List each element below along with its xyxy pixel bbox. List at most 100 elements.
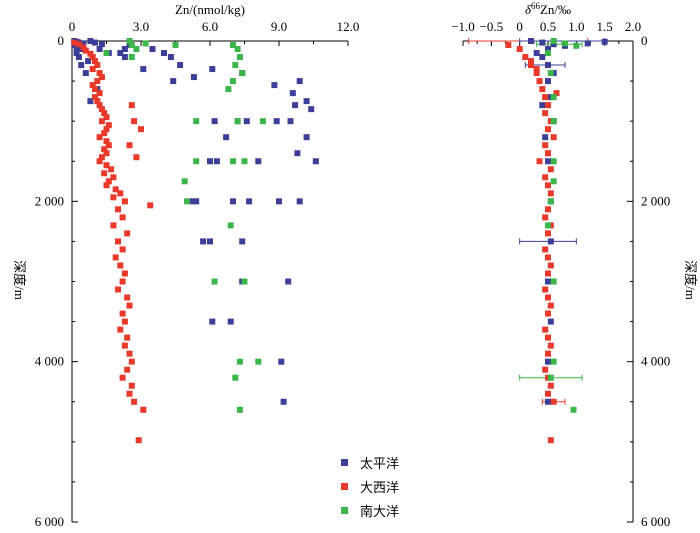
p1-point-atlantic [96,134,103,141]
p1-point-atlantic [119,310,126,317]
p2-point-southern [550,278,557,285]
p2-y-tick-label: 6 000 [641,514,670,529]
p2-point-atlantic [545,150,551,157]
p1-point-southern [227,222,234,229]
p1-point-pacific [161,50,167,57]
p1-point-atlantic [87,50,94,57]
p2-point-atlantic [522,54,529,61]
p1-point-atlantic [126,390,133,397]
p1-point-pacific [292,102,299,109]
p1-point-atlantic [92,94,98,101]
p1-point-pacific [121,54,128,61]
p2-x-tick-label: 1.0 [568,19,584,34]
p1-point-southern [128,42,135,49]
p2-x-tick-label: 0.5 [540,19,556,34]
p1-point-pacific [170,78,177,85]
p1-point-atlantic [119,374,126,381]
p1-point-southern [232,374,239,381]
p1-point-southern [193,158,200,165]
p2-point-pacific [601,38,608,45]
p1-point-atlantic [82,47,89,54]
p1-point-atlantic [121,198,128,205]
p2-point-atlantic [547,382,554,389]
p1-point-atlantic [124,334,131,341]
p2-point-southern [550,158,557,165]
p2-point-atlantic [547,302,554,309]
p2-point-southern [570,406,577,413]
p1-point-southern [211,278,218,285]
p2-point-southern [545,222,551,229]
p2-point-southern [550,118,557,125]
p1-point-pacific [85,58,92,65]
p1-point-southern [241,278,248,285]
p1-point-pacific [303,98,310,105]
p1-point-atlantic [94,62,101,69]
legend-marker-pacific [341,459,348,466]
p1-point-pacific [73,50,80,57]
p1-point-atlantic [94,98,101,105]
p2-point-atlantic [547,190,554,197]
p1-point-atlantic [119,214,126,221]
p1-point-atlantic [110,222,117,229]
p1-point-atlantic [103,114,110,121]
p1-point-pacific [280,398,287,405]
p2-point-southern [562,40,568,47]
p1-point-pacific [308,106,315,113]
p2-x-tick-label: −1.0 [451,19,475,34]
p2-point-atlantic [516,46,523,53]
p2-point-atlantic [545,350,551,357]
p2-point-southern [550,358,557,365]
p2-point-atlantic [545,206,551,213]
p1-point-atlantic [124,230,131,237]
p2-point-atlantic [547,262,554,269]
p1-point-atlantic [117,190,124,197]
p1-point-atlantic [103,150,110,157]
p1-point-pacific [223,134,230,141]
p1-y-tick-label: 6 000 [35,514,64,529]
p1-point-pacific [149,46,156,53]
p1-point-atlantic [131,398,138,405]
p1-point-atlantic [96,90,103,97]
p1-x-tick-label: 6.0 [202,19,218,34]
p2-y-tick-label: 2 000 [641,193,670,208]
p2-point-atlantic [542,142,549,149]
p1-point-pacific [190,74,197,81]
p1-point-pacific [278,358,285,365]
p1-point-southern [225,86,232,93]
p2-point-pacific [545,358,551,365]
p1-data-points [71,38,319,444]
p1-point-southern [128,54,135,61]
p1-point-southern [193,118,200,125]
p1-point-atlantic [140,406,147,413]
p1-point-pacific [255,158,262,165]
p1-point-pacific [98,41,105,48]
p2-x-tick-label: 0 [516,19,523,34]
p2-x-tick-label: 1.5 [597,19,613,34]
p1-point-atlantic [110,194,117,201]
p2-point-atlantic [542,174,549,181]
p1-point-pacific [246,198,253,205]
p1-point-southern [172,42,179,49]
p1-point-southern [259,118,266,125]
p2-point-pacific [545,398,551,405]
p1-point-pacific [78,62,85,69]
p2-point-southern [550,38,557,44]
p2-point-pacific [528,38,534,44]
p1-point-atlantic [96,102,103,109]
p2-point-atlantic [542,366,549,373]
p2-point-atlantic [545,102,551,109]
p1-point-southern [230,78,236,85]
p1-point-atlantic [98,74,105,81]
p1-point-pacific [87,98,94,105]
p2-point-atlantic [545,126,551,133]
p2-point-atlantic [545,230,551,237]
p1-point-pacific [200,238,207,245]
p2-point-atlantic [533,70,540,77]
p1-x-axis-title: Zn/(nmol/kg) [175,2,245,17]
p1-point-pacific [117,50,124,57]
p1-point-atlantic [135,437,142,444]
p1-point-atlantic [128,102,135,109]
p1-point-atlantic [119,246,126,253]
p1-point-atlantic [103,162,110,169]
p1-point-southern [126,38,133,44]
